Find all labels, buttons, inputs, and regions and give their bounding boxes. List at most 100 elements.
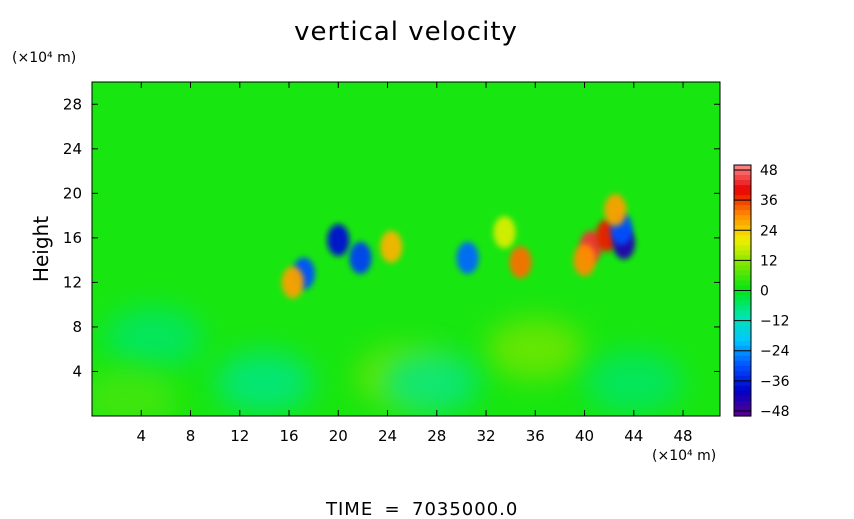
colorbar-segment [734, 240, 751, 246]
colorbar-segment [734, 385, 751, 392]
velocity-cell [509, 246, 532, 279]
colorbar-segment [734, 285, 751, 292]
colorbar-segment [734, 400, 751, 407]
chart-title: vertical velocity [294, 17, 518, 47]
colorbar-segment [734, 215, 751, 221]
colorbar-segment [734, 205, 751, 211]
colorbar-segment [734, 230, 751, 236]
x-tick-label: 12 [230, 427, 249, 445]
y-axis-label: Height [29, 216, 53, 282]
time-readout: TIME = 7035000.0 [325, 499, 518, 519]
velocity-cell [104, 307, 203, 369]
time-value: 7035000.0 [412, 499, 518, 519]
velocity-cell [381, 351, 480, 414]
velocity-cell [573, 244, 596, 277]
y-tick-label: 4 [72, 362, 82, 380]
colorbar-segment [734, 365, 751, 372]
colorbar-segment [734, 300, 751, 307]
colorbar-tick-label: 12 [760, 253, 778, 269]
x-tick-label: 44 [624, 427, 643, 445]
features-wide-layer [92, 307, 684, 416]
colorbar-segment [734, 375, 751, 382]
colorbar-segment [734, 265, 751, 272]
colorbar-segment [734, 165, 751, 171]
colorbar-segment [734, 190, 751, 196]
colorbar-segment [734, 350, 751, 357]
velocity-cell [456, 241, 479, 274]
plot-area [92, 82, 720, 416]
colorbar-tick-label: −36 [760, 374, 790, 390]
colorbar-segment [734, 250, 751, 256]
velocity-cell [92, 368, 179, 416]
colorbar-segment [734, 405, 751, 412]
colorbar-segment [734, 210, 751, 216]
velocity-cell [493, 216, 516, 249]
y-tick-label: 16 [63, 229, 82, 247]
y-tick-label: 24 [63, 140, 82, 158]
x-tick-label: 8 [186, 427, 196, 445]
colorbar-segment [734, 325, 751, 332]
colorbar-segment [734, 410, 751, 417]
colorbar-segment [734, 360, 751, 367]
colorbar-segment [734, 180, 751, 186]
colorbar-segment [734, 380, 751, 387]
colorbar-tick-label: 36 [760, 193, 778, 209]
colorbar-tick-label: −24 [760, 344, 790, 360]
colorbar-segment [734, 280, 751, 287]
colorbar-segment [734, 305, 751, 312]
y-axis: 4 8 12 16 20 24 28 [63, 95, 720, 380]
colorbar-segment [734, 245, 751, 251]
colorbar-segment [734, 275, 751, 282]
velocity-cell [327, 224, 350, 257]
colorbar-segment [734, 335, 751, 342]
time-equals: = [384, 499, 399, 519]
y-unit-label: (×10⁴ m) [12, 50, 76, 66]
colorbar-segment [734, 195, 751, 201]
colorbar-segment [734, 225, 751, 231]
time-label: TIME [325, 499, 373, 519]
velocity-cell [380, 230, 403, 263]
colorbar-segment [734, 370, 751, 377]
x-tick-label: 16 [279, 427, 298, 445]
colorbar-segment [734, 175, 751, 181]
x-tick-label: 4 [136, 427, 146, 445]
colorbar-segment [734, 330, 751, 337]
velocity-cell [281, 266, 304, 299]
y-tick-label: 12 [63, 273, 82, 291]
x-tick-label: 32 [476, 427, 495, 445]
colorbar-segment [734, 235, 751, 241]
colorbar: 48 36 24 12 0 −12 −24 −36 −48 [733, 163, 790, 420]
colorbar-segment [734, 220, 751, 226]
colorbar-tick-label: −48 [760, 404, 790, 420]
x-tick-label: 24 [378, 427, 397, 445]
colorbar-tick-label: 0 [760, 284, 769, 300]
plot-frame [91, 81, 721, 417]
y-tick-label: 8 [72, 318, 82, 336]
y-tick-label: 28 [63, 95, 82, 113]
colorbar-segment [734, 295, 751, 302]
x-tick-label: 28 [427, 427, 446, 445]
colorbar-segment [734, 315, 751, 322]
velocity-cell [584, 351, 684, 414]
velocity-cell [486, 318, 585, 380]
features-layer [281, 194, 636, 299]
colorbar-segment [734, 390, 751, 397]
velocity-cell [215, 351, 314, 414]
colorbar-segment [734, 345, 751, 352]
velocity-cell [604, 194, 627, 227]
colorbar-tick-label: 48 [760, 163, 778, 179]
colorbar-segment [734, 355, 751, 362]
colorbar-segment [734, 320, 751, 327]
colorbar-segment [734, 290, 751, 297]
x-tick-label: 36 [526, 427, 545, 445]
colorbar-segment [734, 255, 751, 261]
velocity-cell [349, 241, 372, 274]
colorbar-segment [734, 170, 751, 176]
colorbar-segment [734, 395, 751, 402]
y-tick-label: 20 [63, 184, 82, 202]
colorbar-tick-label: 24 [760, 223, 778, 239]
x-tick-label: 48 [674, 427, 693, 445]
colorbar-segment [734, 185, 751, 191]
colorbar-segment [734, 340, 751, 347]
